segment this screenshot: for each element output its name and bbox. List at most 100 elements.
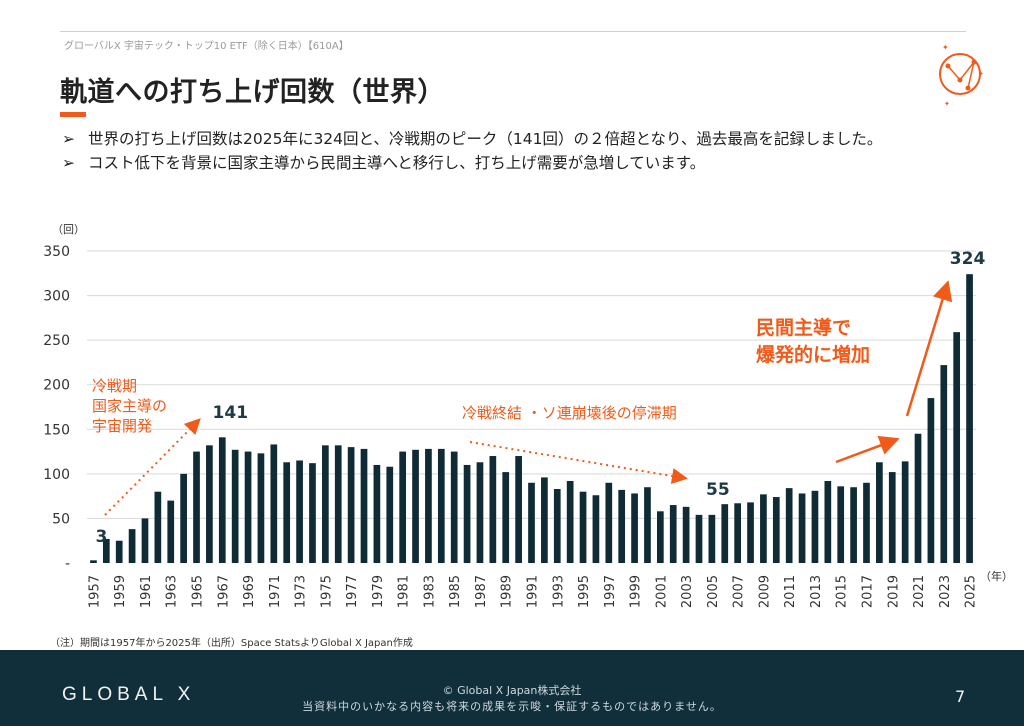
bullet-text: 世界の打ち上げ回数は2025年に324回と、冷戦期のピーク（141回）の２倍超と… xyxy=(88,130,883,148)
annotation-cold-war: 国家主導の xyxy=(92,397,167,415)
bar xyxy=(927,398,935,563)
x-tick-label: 1997 xyxy=(603,575,618,608)
x-tick-label: 1979 xyxy=(371,575,386,608)
bullet-arrow-icon: ➢ xyxy=(62,154,75,172)
bar xyxy=(167,500,175,563)
bar xyxy=(257,453,265,563)
bar xyxy=(334,445,342,563)
x-tick-label: 1957 xyxy=(87,575,102,608)
bar xyxy=(463,464,471,563)
x-tick-label: 2017 xyxy=(860,575,875,608)
bar xyxy=(605,482,613,563)
bar xyxy=(850,487,857,563)
bar xyxy=(476,462,484,563)
bar xyxy=(489,456,497,563)
x-tick-label: 1981 xyxy=(397,575,412,608)
bar xyxy=(772,497,780,563)
launch-bar-chart: - 50 100 150 200 250 300 350 （回） 1957 1959 1961 1963… xyxy=(43,223,1013,608)
page-title: 軌道への打ち上げ回数（世界） xyxy=(60,77,445,108)
fund-name: グローバルX 宇宙テック・トップ10 ETF（除く日本）【610A】 xyxy=(64,41,349,52)
copyright: © Global X Japan株式会社 xyxy=(442,684,582,697)
bar xyxy=(528,482,535,563)
bullet-item: ➢ 世界の打ち上げ回数は2025年に324回と、冷戦期のピーク（141回）の２倍… xyxy=(62,128,992,150)
annotation-private: 民間主導で xyxy=(756,316,851,339)
bar xyxy=(115,540,123,563)
svg-text:✦: ✦ xyxy=(978,70,984,78)
y-axis-unit: （回） xyxy=(52,223,85,236)
bar xyxy=(798,493,806,563)
bar xyxy=(244,451,252,563)
bar xyxy=(953,332,961,563)
data-label: 55 xyxy=(706,480,730,500)
bar xyxy=(309,463,316,563)
bar xyxy=(515,456,522,563)
arrow-stagnation xyxy=(469,441,688,484)
bar xyxy=(785,488,793,563)
x-tick-label: 1999 xyxy=(629,575,644,608)
bar xyxy=(541,477,548,563)
x-axis-unit: （年） xyxy=(980,569,1013,583)
bar xyxy=(128,529,136,563)
disclaimer: 当資料中のいかなる内容も将来の成果を示唆・保証するものではありません。 xyxy=(302,700,722,713)
arrow-growth-2 xyxy=(905,280,953,417)
bar xyxy=(734,503,741,563)
bar xyxy=(876,462,883,563)
header-rule xyxy=(60,31,966,32)
x-tick-label: 2013 xyxy=(809,575,824,608)
y-tick-label: 350 xyxy=(43,244,70,260)
x-tick-label: 1987 xyxy=(474,575,489,608)
bar xyxy=(708,514,716,563)
bar xyxy=(412,449,419,563)
bar xyxy=(399,451,407,563)
x-tick-label: 1983 xyxy=(422,575,437,608)
data-label: 324 xyxy=(950,249,986,269)
x-tick-label: 2001 xyxy=(654,575,669,608)
bar xyxy=(966,274,973,563)
bar xyxy=(695,514,703,563)
bar xyxy=(940,365,948,563)
y-tick-label: - xyxy=(65,556,70,572)
bar xyxy=(360,448,368,563)
data-label: 3 xyxy=(96,527,108,547)
x-tick-label: 2025 xyxy=(964,575,979,608)
x-tick-label: 2005 xyxy=(706,575,721,608)
bar xyxy=(102,538,110,563)
bar xyxy=(721,504,729,563)
bar xyxy=(901,461,909,563)
y-tick-label: 300 xyxy=(43,289,70,305)
bar xyxy=(631,493,638,563)
bar xyxy=(386,466,394,563)
bar xyxy=(270,444,278,563)
bar xyxy=(682,506,690,563)
bar xyxy=(592,495,600,563)
bar xyxy=(888,472,896,563)
bar xyxy=(450,451,458,563)
annotation-stagnation: 冷戦終結 ・ソ連崩壊後の停滞期 xyxy=(462,404,677,422)
bar xyxy=(90,560,97,563)
bar xyxy=(553,489,561,563)
bar xyxy=(914,433,922,563)
x-tick-label: 2007 xyxy=(732,575,747,608)
svg-text:✦: ✦ xyxy=(942,43,949,52)
x-tick-label: 2021 xyxy=(912,575,927,608)
x-tick-label: 1991 xyxy=(526,575,541,608)
x-tick-label: 2015 xyxy=(835,575,850,608)
x-tick-label: 1995 xyxy=(577,575,592,608)
bullet-item: ➢ コスト低下を背景に国家主導から民間主導へと移行し、打ち上げ需要が急増していま… xyxy=(62,152,992,174)
x-tick-label: 1965 xyxy=(191,575,206,608)
bar xyxy=(837,486,845,563)
bullet-list: ➢ 世界の打ち上げ回数は2025年に324回と、冷戦期のピーク（141回）の２倍… xyxy=(62,128,992,176)
x-tick-label: 1959 xyxy=(113,575,128,608)
y-tick-label: 150 xyxy=(43,422,70,438)
bar xyxy=(566,480,574,563)
source-note: （注）期間は1957年から2025年（出所）Space StatsよりGloba… xyxy=(50,638,413,649)
bar xyxy=(154,491,162,563)
bar xyxy=(656,511,664,563)
bar xyxy=(373,464,381,563)
x-tick-label: 1975 xyxy=(319,575,334,608)
bar xyxy=(824,480,832,563)
page-number: 7 xyxy=(955,687,966,706)
bar xyxy=(644,487,651,563)
bullet-text: コスト低下を背景に国家主導から民間主導へと移行し、打ち上げ需要が急増しています。 xyxy=(88,154,706,172)
x-tick-label: 1961 xyxy=(139,575,154,608)
